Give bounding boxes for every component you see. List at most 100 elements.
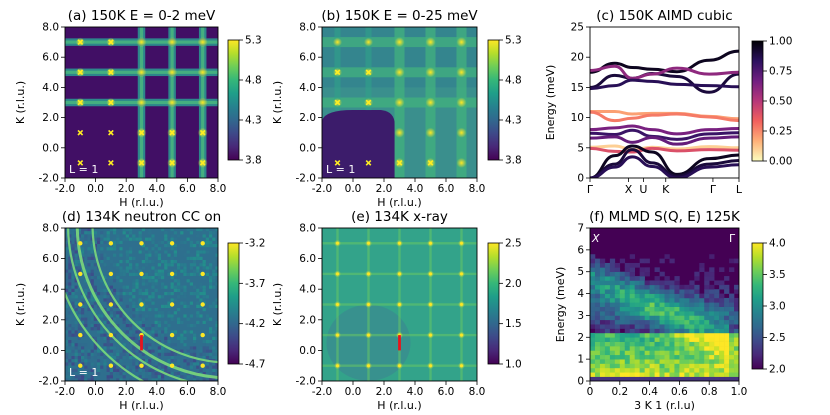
sqe-pixel [734,328,739,334]
colorbar-tick-label: 4.0 [769,238,786,250]
sqe-pixel [704,284,710,290]
sqe-pixel [649,332,655,338]
noise-pixel [164,330,168,334]
sqe-pixel [609,306,616,312]
sqe-pixel [614,332,621,338]
noise-pixel [183,272,187,276]
sqe-pixel [590,284,596,290]
sqe-pixel [604,271,611,277]
noise-pixel [90,349,94,353]
noise-pixel [129,250,133,254]
noise-pixel [170,247,174,251]
sqe-pixel [619,306,626,312]
sqe-pixel [609,280,616,286]
noise-pixel [141,250,145,254]
noise-pixel [65,362,69,366]
noise-pixel [145,276,149,280]
noise-pixel [113,317,117,321]
sqe-pixel [594,302,601,307]
noise-pixel [100,253,104,257]
noise-pixel [71,253,75,257]
sqe-pixel [669,367,675,373]
sqe-pixel [599,324,606,329]
sqe-pixel [624,363,631,369]
sqe-pixel [719,346,725,351]
sqe-pixel [639,267,645,273]
noise-pixel [205,269,209,273]
sqe-pixel [724,302,730,307]
sqe-pixel [714,315,720,321]
noise-pixel [154,372,158,376]
colorbar-tick-label: 4.8 [505,75,522,87]
noise-pixel [65,285,69,289]
bragg-spot [197,37,208,48]
sqe-pixel [689,284,695,290]
band-13 [590,148,739,178]
sqe-pixel [594,280,601,286]
noise-pixel [138,317,142,321]
sqe-pixel [604,337,611,342]
noise-pixel [81,231,85,235]
marker-x [365,69,372,76]
sqe-pixel [674,306,680,312]
noise-pixel [199,298,203,302]
sqe-pixel [590,324,596,329]
noise-pixel [157,263,161,267]
sqe-pixel [619,332,626,338]
noise-pixel [119,266,123,270]
sqe-pixel [594,337,601,342]
noise-pixel [189,378,193,381]
noise-pixel [164,266,168,270]
panel-e-frame [321,227,478,382]
panel-b-frame [321,26,478,179]
sqe-pixel [669,359,675,364]
sqe-pixel [590,359,596,364]
noise-pixel [71,304,75,308]
noise-pixel [122,327,126,331]
noise-pixel [74,279,78,283]
noise-pixel [161,260,165,264]
sqe-pixel [709,337,715,342]
colorbar-tick-label: 2.0 [505,278,522,290]
noise-pixel [202,298,206,302]
sqe-pixel [694,276,700,281]
noise-pixel [202,231,206,235]
sqe-pixel [664,328,670,334]
x-tick-label: 0.0 [345,386,362,398]
noise-pixel [161,314,165,318]
noise-pixel [84,304,88,308]
noise-pixel [81,276,85,280]
sqe-pixel [709,306,715,312]
sqe-pixel [614,337,621,342]
noise-pixel [65,304,69,308]
sqe-pixel [729,311,735,316]
sqe-pixel [594,262,601,268]
sqe-pixel [704,289,710,294]
noise-pixel [148,260,152,264]
sqe-pixel [724,289,730,294]
noise-pixel [145,346,149,350]
noise-pixel [77,266,81,270]
sqe-pixel [729,302,735,307]
sqe-pixel [734,346,739,351]
noise-pixel [97,330,101,334]
noise-pixel [74,311,78,315]
noise-pixel [199,378,203,381]
sqe-pixel [734,363,739,369]
noise-pixel [74,308,78,312]
noise-pixel [84,314,88,318]
sqe-pixel [624,359,631,364]
noise-pixel [183,266,187,270]
sqe-pixel [654,267,660,273]
noise-pixel [68,282,72,286]
noise-pixel [113,237,117,241]
noise-pixel [116,272,120,276]
sqe-pixel [609,271,616,277]
panel-a-frame [64,26,219,179]
sqe-pixel [724,324,730,329]
sqe-pixel [634,363,640,369]
sqe-pixel [709,284,715,290]
sqe-pixel [684,341,690,347]
noise-pixel [129,266,133,270]
noise-pixel [173,237,177,241]
